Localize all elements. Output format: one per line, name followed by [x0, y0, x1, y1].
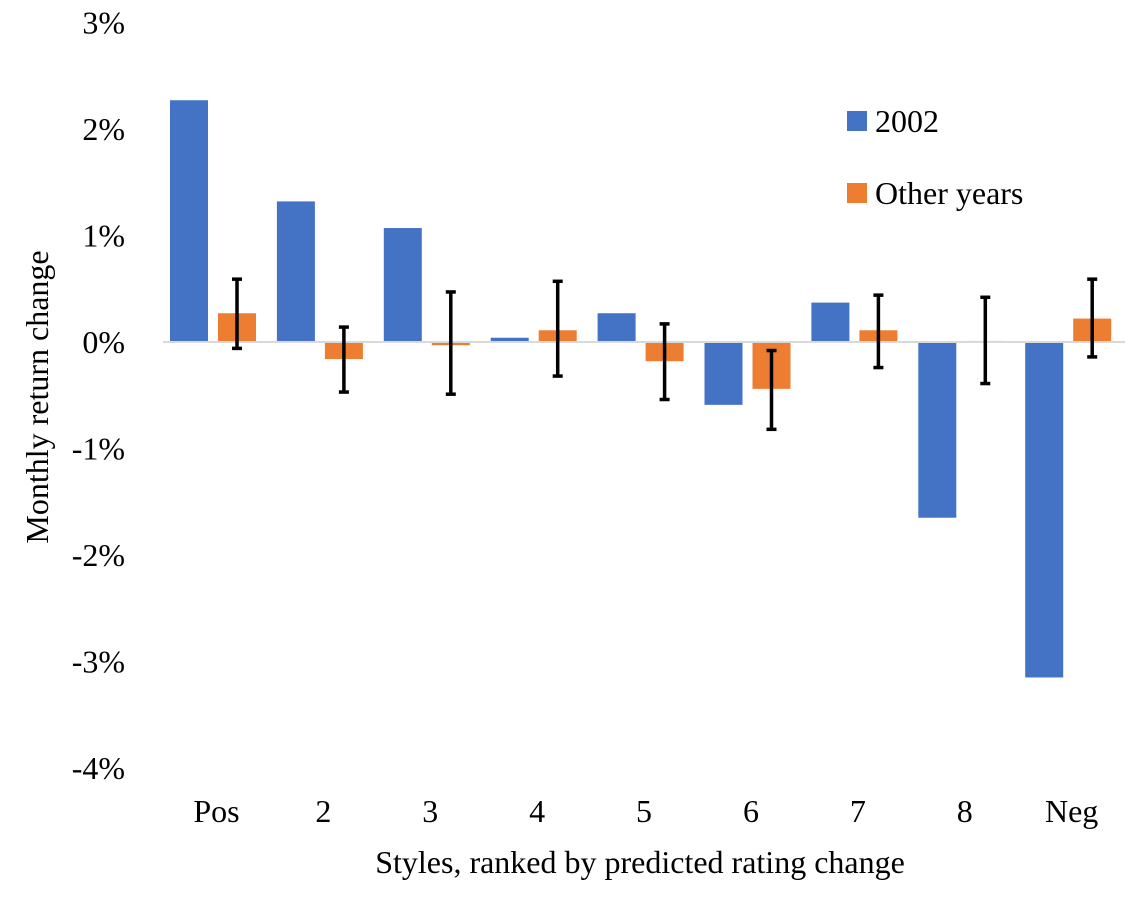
error-bar: [552, 279, 563, 378]
legend-swatch-other-years: [847, 183, 867, 203]
error-bar: [980, 295, 991, 386]
y-tick-label: -3%: [72, 644, 125, 680]
x-tick-label: 4: [529, 793, 545, 829]
x-tick-label: Neg: [1045, 793, 1098, 829]
x-tick-label: 2: [315, 793, 331, 829]
x-tick-label: 6: [743, 793, 759, 829]
x-tick-label: 8: [957, 793, 973, 829]
error-bars: [232, 277, 1098, 432]
error-bar: [232, 277, 242, 351]
bar-2002: [597, 313, 636, 342]
y-tick-label: 0%: [82, 324, 125, 360]
x-axis-title: Styles, ranked by predicted rating chang…: [375, 844, 905, 880]
y-tick-label: 2%: [82, 111, 125, 147]
bar-2002: [811, 302, 850, 342]
bar-2002: [918, 342, 957, 518]
error-bar: [659, 322, 670, 402]
y-tick-label: -2%: [72, 537, 125, 573]
bar-2002: [704, 342, 743, 405]
x-tick-label: Pos: [193, 793, 239, 829]
x-tick-label: 5: [636, 793, 652, 829]
y-axis-ticks: 3% 2% 1% 0% -1% -2% -3% -4%: [72, 5, 125, 787]
bar-2002: [490, 337, 529, 342]
x-tick-label: 7: [850, 793, 866, 829]
error-bar: [766, 348, 777, 432]
bar-2002: [276, 201, 315, 342]
bar-2002: [383, 228, 422, 342]
error-bar: [1087, 277, 1098, 359]
y-tick-label: 1%: [82, 218, 125, 254]
error-bar: [445, 290, 456, 396]
y-tick-label: -4%: [72, 750, 125, 786]
y-tick-label: 3%: [82, 5, 125, 41]
bar-2002: [1025, 342, 1064, 678]
bars: [170, 100, 1112, 678]
y-tick-label: -1%: [72, 431, 125, 467]
legend-label-other-years: Other years: [875, 175, 1023, 211]
error-bar: [873, 293, 884, 370]
bar-2002: [170, 100, 208, 343]
error-bar: [338, 325, 349, 394]
x-axis-ticks: Pos 2 3 4 5 6 7 8 Neg: [193, 793, 1098, 829]
x-tick-label: 3: [422, 793, 438, 829]
legend-label-2002: 2002: [875, 103, 939, 139]
legend-swatch-2002: [847, 111, 867, 131]
y-axis-title: Monthly return change: [19, 250, 55, 543]
legend: 2002 Other years: [847, 103, 1023, 211]
